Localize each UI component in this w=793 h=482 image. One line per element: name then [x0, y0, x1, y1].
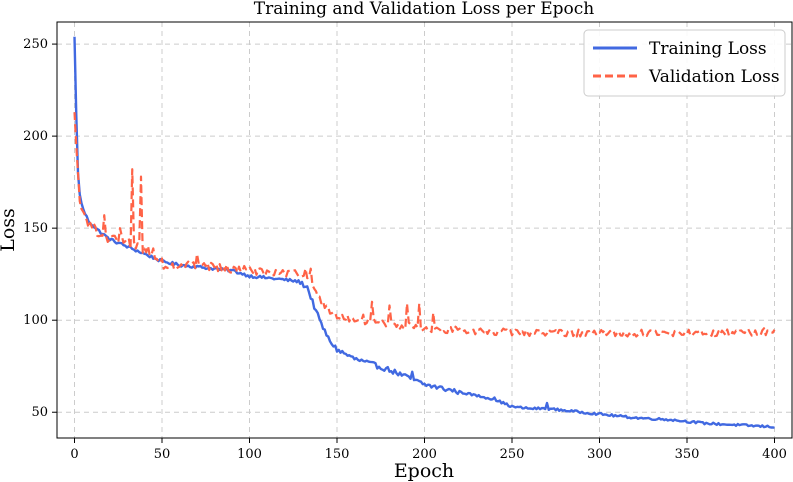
- y-axis-title: Loss: [0, 208, 19, 252]
- y-tick-label: 100: [23, 313, 48, 328]
- x-tick-label: 0: [70, 447, 78, 462]
- y-tick-label: 250: [23, 37, 48, 52]
- tick-layer: 0 50 100 150 200 250 300 350 400 50 100 150 200 250: [23, 37, 787, 462]
- x-tick-label: 150: [325, 447, 350, 462]
- legend-training-label: Training Loss: [649, 39, 767, 59]
- legend-validation-label: Validation Loss: [648, 67, 780, 87]
- x-tick-label: 100: [237, 447, 262, 462]
- x-tick-label: 350: [675, 447, 700, 462]
- y-tick-label: 200: [23, 129, 48, 144]
- x-tick-label: 200: [412, 447, 437, 462]
- y-tick-label: 150: [23, 221, 48, 236]
- x-tick-label: 300: [587, 447, 612, 462]
- x-axis-title: Epoch: [394, 460, 454, 482]
- x-tick-label: 400: [762, 447, 787, 462]
- y-tick-label: 50: [31, 405, 48, 420]
- chart-title: Training and Validation Loss per Epoch: [254, 0, 595, 19]
- series-line-validation-loss: [73, 112, 776, 338]
- x-tick-label: 250: [500, 447, 525, 462]
- series-line-training-loss: [73, 36, 775, 429]
- x-tick-label: 50: [154, 447, 171, 462]
- grid-layer: [57, 22, 792, 438]
- series-layer: [73, 36, 776, 429]
- legend: Training Loss Validation Loss: [583, 29, 786, 97]
